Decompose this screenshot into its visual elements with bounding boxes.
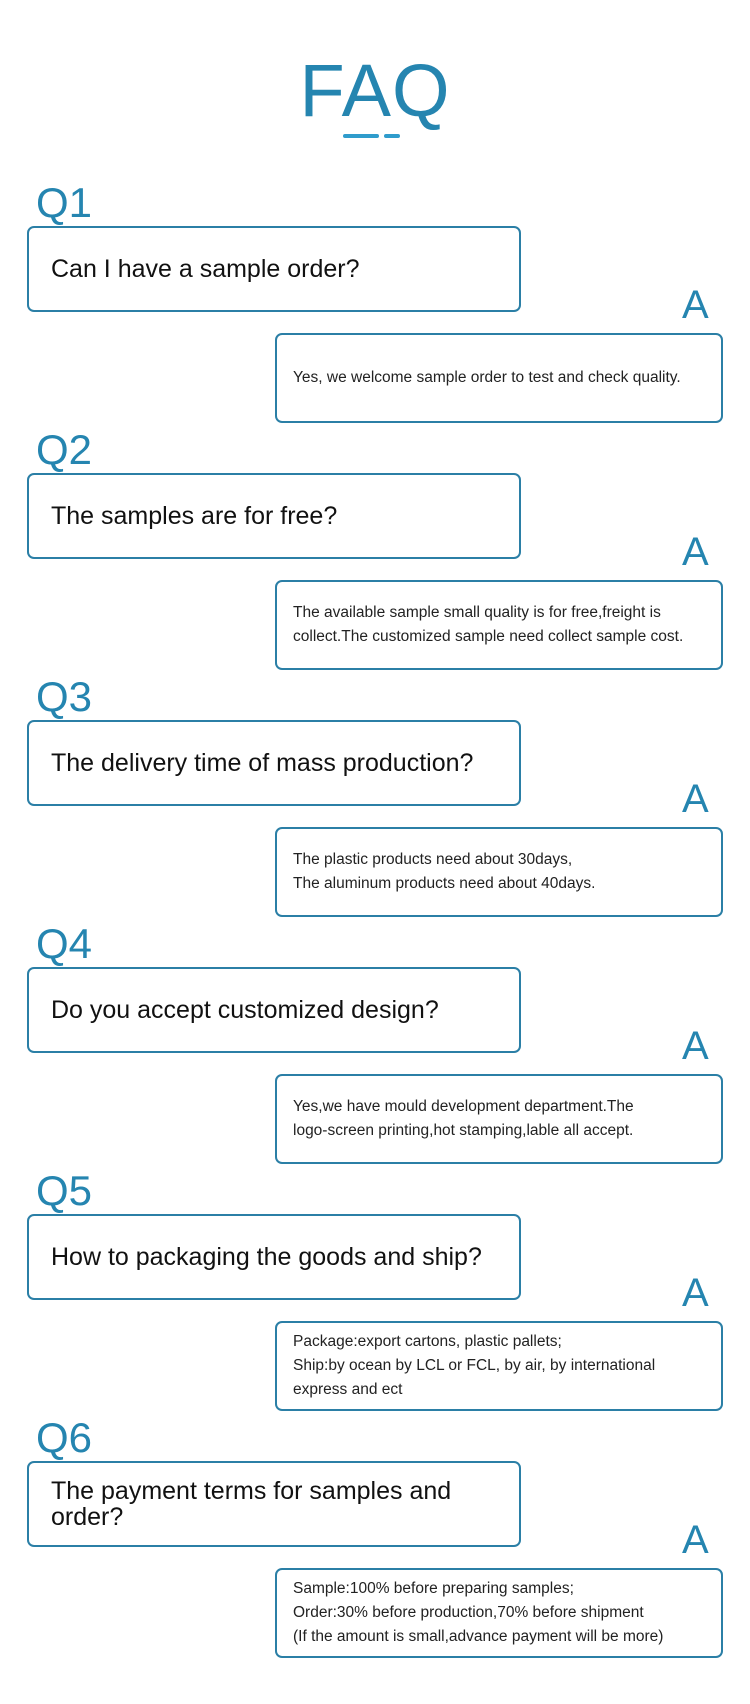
answer-box: The plastic products need about 30days, …: [275, 827, 723, 917]
page-title: FAQ: [299, 49, 451, 132]
question-number: Q3: [36, 673, 93, 720]
answer-text: Yes, we welcome sample order to test and…: [293, 368, 681, 386]
answer-text: The available sample small quality is fo…: [293, 603, 684, 645]
question-text: The payment terms for samples and order?: [51, 1476, 452, 1531]
answer-box: Sample:100% before preparing samples; Or…: [275, 1568, 723, 1658]
question-number: Q1: [36, 179, 93, 226]
faq-item: Q3 The delivery time of mass production?…: [0, 673, 750, 920]
answer-label: A: [682, 777, 709, 821]
answer-box: Yes,we have mould development department…: [275, 1074, 723, 1164]
question-box: Do you accept customized design?: [27, 967, 521, 1053]
question-text: The samples are for free?: [51, 501, 338, 530]
faq-item: Q6 The payment terms for samples and ord…: [0, 1414, 750, 1661]
question-box: Can I have a sample order?: [27, 226, 521, 312]
answer-text: Sample:100% before preparing samples; Or…: [293, 1579, 664, 1645]
question-number: Q4: [36, 920, 93, 967]
answer-label: A: [682, 530, 709, 574]
question-text: Do you accept customized design?: [51, 995, 439, 1024]
question-text: How to packaging the goods and ship?: [51, 1242, 482, 1271]
answer-label: A: [682, 283, 709, 327]
question-box: How to packaging the goods and ship?: [27, 1214, 521, 1300]
faq-item: Q5 How to packaging the goods and ship? …: [0, 1167, 750, 1414]
answer-text: The plastic products need about 30days, …: [293, 850, 596, 892]
question-text: Can I have a sample order?: [51, 254, 360, 283]
answer-box: The available sample small quality is fo…: [275, 580, 723, 670]
faq-item: Q4 Do you accept customized design? A Ye…: [0, 920, 750, 1167]
answer-label: A: [682, 1271, 709, 1315]
faq-item: Q1 Can I have a sample order? A Yes, we …: [0, 179, 750, 426]
answer-label: A: [682, 1518, 709, 1562]
answer-text: Package:export cartons, plastic pallets;…: [293, 1332, 656, 1398]
question-box: The samples are for free?: [27, 473, 521, 559]
question-number: Q5: [36, 1167, 93, 1214]
title-underline-short: [384, 134, 400, 138]
answer-label: A: [682, 1024, 709, 1068]
answer-box: Yes, we welcome sample order to test and…: [275, 333, 723, 423]
answer-text: Yes,we have mould development department…: [293, 1097, 634, 1139]
answer-box: Package:export cartons, plastic pallets;…: [275, 1321, 723, 1411]
question-text: The delivery time of mass production?: [51, 748, 474, 777]
question-box: The delivery time of mass production?: [27, 720, 521, 806]
question-number: Q6: [36, 1414, 93, 1461]
faq-item: Q2 The samples are for free? A The avail…: [0, 426, 750, 673]
question-number: Q2: [36, 426, 93, 473]
question-box: The payment terms for samples and order?: [27, 1461, 521, 1547]
title-underline-long: [343, 134, 379, 138]
